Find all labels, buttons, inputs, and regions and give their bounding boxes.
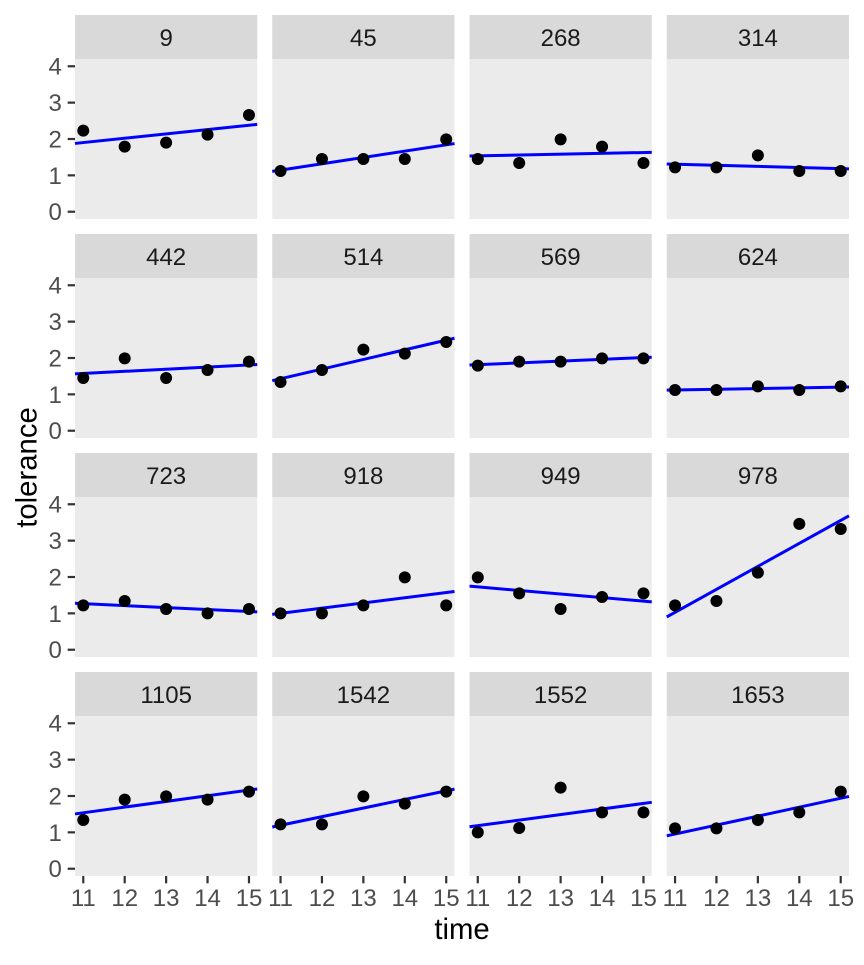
svg-text:45: 45 xyxy=(350,25,377,52)
svg-text:3: 3 xyxy=(48,528,61,555)
svg-text:15: 15 xyxy=(827,885,854,912)
svg-text:tolerance: tolerance xyxy=(11,407,44,528)
svg-text:14: 14 xyxy=(391,885,418,912)
svg-text:4: 4 xyxy=(48,54,61,81)
svg-text:514: 514 xyxy=(343,244,383,271)
svg-text:12: 12 xyxy=(506,885,533,912)
svg-text:2: 2 xyxy=(48,345,61,372)
svg-text:1: 1 xyxy=(48,820,61,847)
svg-text:9: 9 xyxy=(159,25,172,52)
svg-text:4: 4 xyxy=(48,492,61,519)
svg-text:13: 13 xyxy=(153,885,180,912)
svg-text:314: 314 xyxy=(738,25,778,52)
svg-text:14: 14 xyxy=(589,885,616,912)
svg-text:0: 0 xyxy=(48,637,61,664)
svg-text:11: 11 xyxy=(663,885,688,912)
svg-text:12: 12 xyxy=(309,885,336,912)
svg-text:4: 4 xyxy=(48,273,61,300)
svg-text:15: 15 xyxy=(630,885,657,912)
svg-text:569: 569 xyxy=(541,244,581,271)
svg-text:13: 13 xyxy=(350,885,377,912)
svg-text:12: 12 xyxy=(111,885,138,912)
svg-text:1: 1 xyxy=(48,163,61,190)
svg-text:1: 1 xyxy=(48,382,61,409)
svg-text:0: 0 xyxy=(48,856,61,883)
svg-text:0: 0 xyxy=(48,199,61,226)
svg-text:11: 11 xyxy=(71,885,96,912)
svg-text:268: 268 xyxy=(541,25,581,52)
svg-text:15: 15 xyxy=(433,885,460,912)
svg-text:978: 978 xyxy=(738,463,778,490)
svg-text:11: 11 xyxy=(465,885,490,912)
svg-text:13: 13 xyxy=(745,885,772,912)
svg-text:3: 3 xyxy=(48,309,61,336)
svg-text:1542: 1542 xyxy=(337,682,390,709)
svg-text:2: 2 xyxy=(48,564,61,591)
svg-text:3: 3 xyxy=(48,90,61,117)
svg-text:723: 723 xyxy=(146,463,186,490)
svg-text:12: 12 xyxy=(703,885,730,912)
svg-text:0: 0 xyxy=(48,418,61,445)
svg-text:4: 4 xyxy=(48,711,61,738)
svg-text:1105: 1105 xyxy=(140,682,192,709)
svg-text:442: 442 xyxy=(146,244,186,271)
svg-text:624: 624 xyxy=(738,244,778,271)
svg-text:14: 14 xyxy=(194,885,221,912)
svg-text:2: 2 xyxy=(48,783,61,810)
svg-text:time: time xyxy=(434,913,489,946)
svg-text:13: 13 xyxy=(547,885,574,912)
svg-text:2: 2 xyxy=(48,126,61,153)
svg-text:1653: 1653 xyxy=(731,682,784,709)
svg-text:1: 1 xyxy=(48,601,61,628)
svg-text:14: 14 xyxy=(786,885,813,912)
svg-text:15: 15 xyxy=(236,885,263,912)
svg-text:949: 949 xyxy=(541,463,581,490)
svg-text:11: 11 xyxy=(268,885,293,912)
svg-text:3: 3 xyxy=(48,747,61,774)
svg-text:1552: 1552 xyxy=(534,682,587,709)
svg-text:918: 918 xyxy=(343,463,383,490)
